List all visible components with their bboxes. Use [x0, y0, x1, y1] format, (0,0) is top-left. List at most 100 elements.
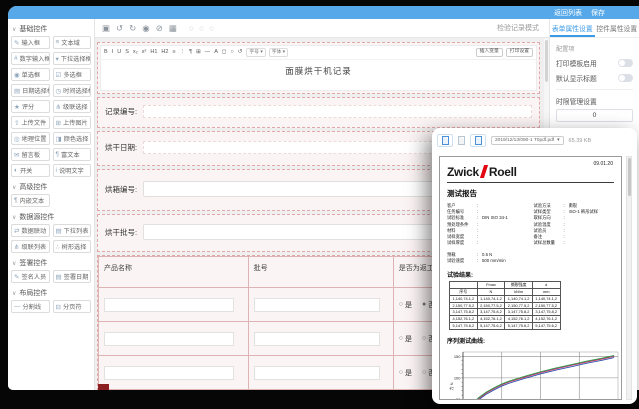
richtext-format-button[interactable]: ≡	[172, 48, 176, 55]
richtext-format-button[interactable]: ⋮	[179, 48, 186, 55]
richtext-format-button[interactable]: ○	[230, 48, 234, 55]
palette-widget[interactable]: ∴ 树形选择	[52, 240, 91, 253]
undo-icon[interactable]: ↺	[116, 22, 124, 33]
radio-option[interactable]: ○ 是	[399, 300, 412, 310]
palette-widget[interactable]: # 数字输入框	[11, 52, 50, 65]
form-title[interactable]: 面膜烘干机记录	[285, 66, 352, 76]
header-link[interactable]: 返回列表	[554, 9, 582, 17]
richtext-format-button[interactable]: H2	[161, 48, 169, 55]
toggle-switch[interactable]	[618, 74, 633, 82]
palette-widget[interactable]: ◨ 颜色选择	[52, 132, 91, 145]
pdf-scrollbar[interactable]	[626, 156, 632, 400]
palette-section-header[interactable]: ∨ 签署控件	[11, 255, 91, 270]
richtext-dropdown[interactable]: 字体 ▾	[268, 48, 289, 57]
toggle-switch[interactable]	[618, 59, 633, 67]
palette-widget[interactable]: ¶ 内嵌文本	[11, 194, 50, 207]
widget-icon: ◎	[14, 135, 20, 143]
settings-icon[interactable]: ▦	[168, 22, 177, 33]
palette-widget[interactable]: i 说明文字	[52, 164, 91, 177]
product-name-input[interactable]	[104, 297, 235, 312]
ghost-icon-2[interactable]: ○	[199, 22, 205, 33]
richtext-action-button[interactable]: 插入变量	[475, 48, 503, 57]
component-record-no[interactable]: 记录编号:	[97, 97, 540, 128]
widget-label: 数据联动	[21, 228, 47, 235]
widget-icon: ▤	[14, 87, 21, 95]
palette-section-header[interactable]: ∨ 数据源控件	[11, 209, 91, 224]
palette-widget[interactable]: ⇄ 数据联动	[11, 224, 50, 237]
palette-section-header[interactable]: ∨ 布局控件	[11, 285, 91, 300]
palette-widget[interactable]: ◷ 时间选择框	[52, 84, 91, 97]
chevron-down-icon: ∨	[12, 214, 17, 221]
palette-widget[interactable]: ☑ 多选框	[52, 68, 91, 81]
panel-tab[interactable]: 控件属性设置	[596, 26, 638, 33]
palette-widget[interactable]: ✉ 留言板	[11, 148, 50, 161]
product-name-input[interactable]	[104, 331, 235, 346]
richtext-format-button[interactable]: I	[111, 48, 114, 55]
richtext-format-button[interactable]: S	[125, 48, 129, 55]
richtext-format-button[interactable]: ⊞	[196, 48, 201, 55]
product-batch-input[interactable]	[253, 365, 380, 380]
ghost-icon-1[interactable]: ○	[188, 22, 194, 33]
richtext-format-button[interactable]: B	[104, 48, 108, 55]
palette-widget[interactable]: ◉ 单选框	[11, 68, 50, 81]
clear-icon[interactable]: ⊘	[155, 22, 163, 33]
component-action-handle[interactable]	[98, 384, 109, 390]
record-mode-label[interactable]: 检验记录模式	[497, 25, 539, 32]
richtext-format-button[interactable]: x²	[141, 48, 147, 55]
richtext-format-button[interactable]: U	[117, 48, 122, 55]
palette-widget[interactable]: ⇧ 上传文件	[11, 116, 50, 129]
radio-icon: ○	[398, 335, 404, 342]
richtext-format-button[interactable]: ¶	[189, 48, 193, 55]
product-batch-input[interactable]	[253, 297, 380, 312]
radio-option[interactable]: ○ 否	[422, 368, 435, 378]
palette-widget[interactable]: ▤ 签署日期	[52, 270, 91, 283]
richtext-action-button[interactable]: 打印设置	[505, 48, 533, 57]
panel-tab[interactable]: 表单属性设置	[550, 19, 595, 37]
palette-section-header[interactable]: ∨ 高级控件	[11, 179, 91, 194]
radio-option[interactable]: ○ 是	[399, 368, 412, 378]
product-batch-input[interactable]	[253, 331, 380, 346]
palette-widget[interactable]: ⋔ 级联列表	[11, 240, 50, 253]
record-no-input[interactable]	[143, 105, 532, 118]
preview-icon[interactable]: ◉	[142, 22, 150, 33]
palette-widget[interactable]: ✎ 输入框	[11, 36, 50, 49]
palette-widget[interactable]: ⊟ 分页符	[52, 300, 91, 313]
palette-widget[interactable]: — 分割线	[11, 300, 50, 313]
batch-no-input[interactable]	[143, 224, 466, 240]
richtext-format-button[interactable]: A	[214, 48, 218, 55]
oven-no-input[interactable]	[143, 181, 466, 197]
pdf-file-select[interactable]: 2019/12/13/090-1 T0pdf.pdf ▾	[491, 136, 564, 145]
palette-widget[interactable]: ✎ 签名人员	[11, 270, 50, 283]
palette-widget[interactable]: ⋔ 级联选择	[52, 100, 91, 113]
pdf-file-button[interactable]	[437, 134, 453, 147]
palette-widget[interactable]: ≡ 文本域	[52, 36, 91, 49]
radio-label: 否	[428, 300, 435, 310]
new-form-icon[interactable]: ▣	[102, 22, 111, 33]
limit-value-input[interactable]: 0	[556, 109, 633, 122]
header-link[interactable]: 保存	[591, 9, 605, 17]
palette-widget[interactable]: ¶ 富文本	[52, 148, 91, 161]
richtext-format-button[interactable]: ↺	[237, 48, 243, 55]
richtext-format-button[interactable]: x₂	[132, 48, 138, 55]
palette-widget[interactable]: ▾ 下拉选择框	[52, 52, 91, 65]
radio-option[interactable]: ○ 是	[399, 334, 412, 344]
richtext-format-button[interactable]: ◻	[221, 48, 227, 55]
product-name-input[interactable]	[104, 365, 235, 380]
palette-widget[interactable]: ⊞ 上传图片	[52, 116, 91, 129]
widget-label: 颜色选择	[63, 136, 89, 143]
palette-widget[interactable]: ▤ 日期选择框	[11, 84, 50, 97]
palette-widget[interactable]: ◎ 地理位置	[11, 132, 50, 145]
palette-widget[interactable]: ★ 评分	[11, 100, 50, 113]
richtext-dropdown[interactable]: 字号 ▾	[246, 48, 266, 57]
richtext-format-button[interactable]: —	[204, 48, 211, 55]
redo-icon[interactable]: ↻	[129, 22, 137, 33]
radio-option[interactable]: ○ 否	[422, 334, 435, 344]
palette-section-header[interactable]: ∨ 基础控件	[11, 21, 91, 36]
ghost-icon-3[interactable]: ○	[209, 22, 215, 33]
palette-widget[interactable]: ▤ 下拉列表	[52, 224, 91, 237]
radio-option[interactable]: ● 否	[422, 300, 435, 310]
pdf-download-button[interactable]	[470, 134, 486, 147]
palette-widget[interactable]: ◐ 开关	[11, 164, 50, 177]
richtext-format-button[interactable]: H1	[150, 48, 158, 55]
